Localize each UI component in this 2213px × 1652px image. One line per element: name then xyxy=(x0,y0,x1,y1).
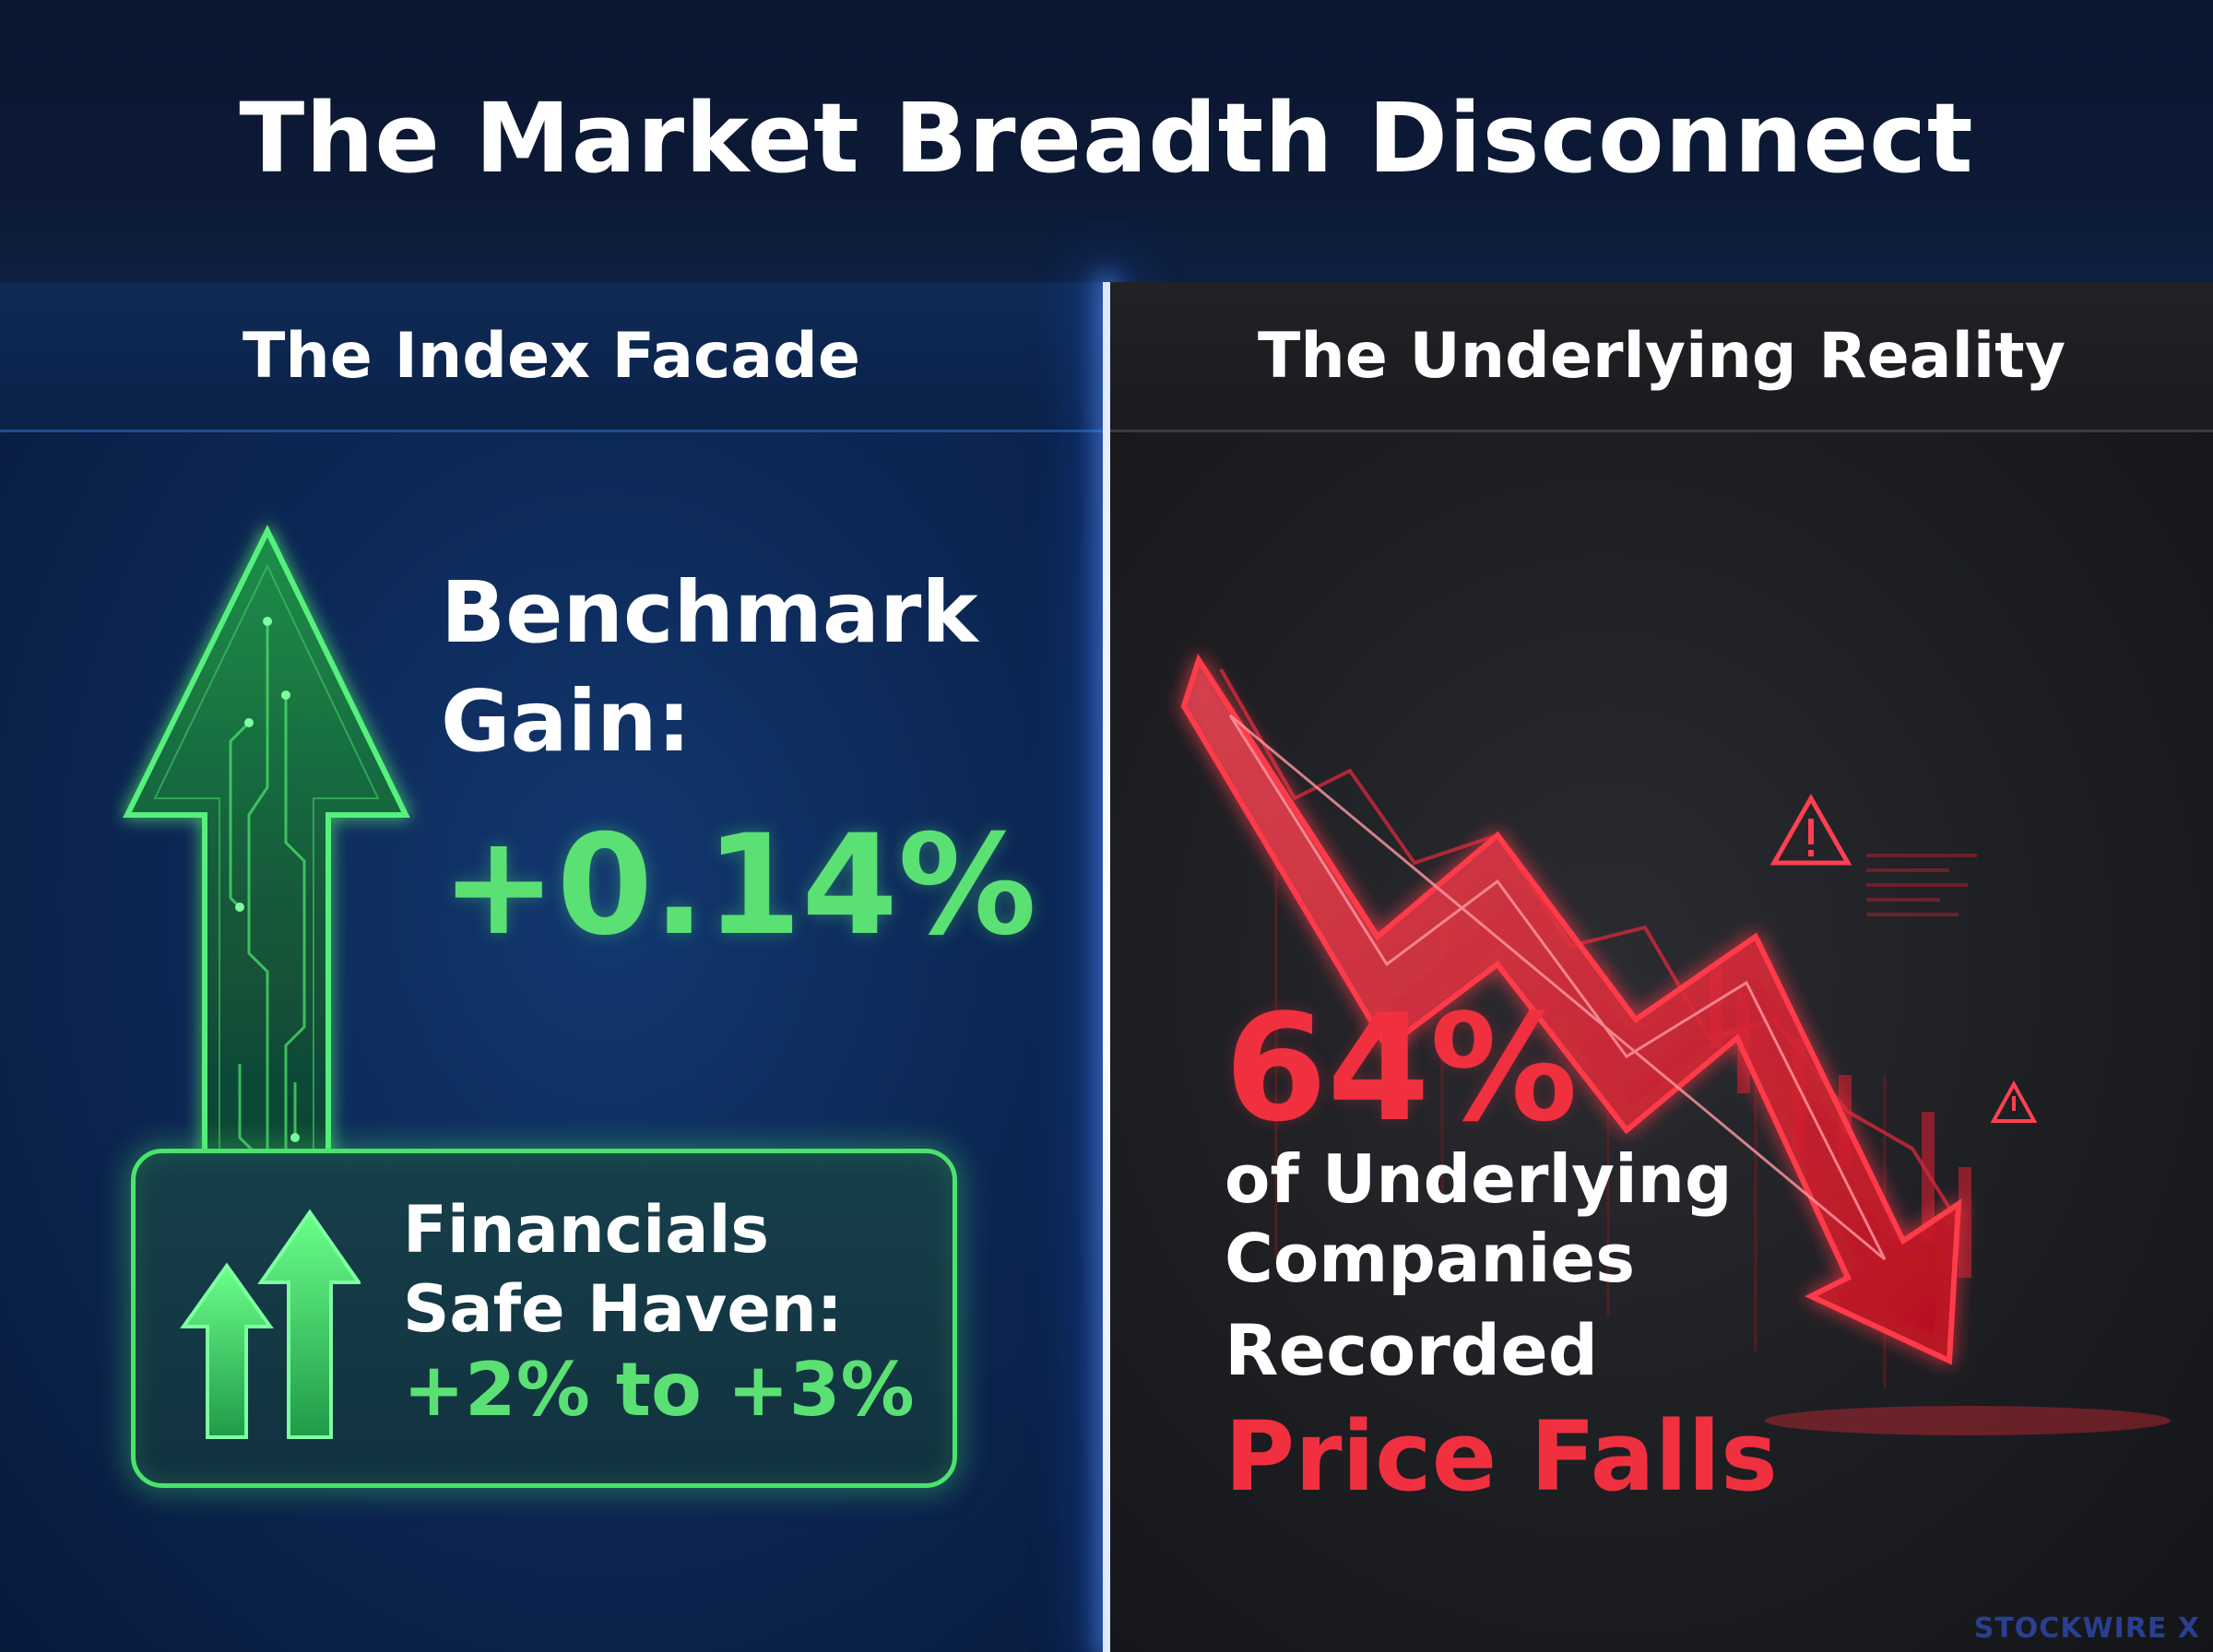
circuit-up-arrow-icon xyxy=(123,525,410,1251)
benchmark-label-line2: Gain: xyxy=(441,672,692,771)
benchmark-label-line1: Benchmark xyxy=(441,563,978,662)
brand-watermark: STOCKWIRE X xyxy=(1973,1612,2200,1645)
decliners-label-line2: Companies xyxy=(1225,1220,1636,1297)
financials-label-line1: Financials xyxy=(403,1192,770,1268)
index-facade-heading: The Index Facade xyxy=(0,282,1103,432)
warning-triangle-icon xyxy=(1769,793,1852,866)
recorded-label: Recorded xyxy=(1225,1309,1599,1391)
decliners-percentage: 64% xyxy=(1225,982,1578,1154)
price-falls-label: Price Falls xyxy=(1225,1400,1778,1513)
underlying-reality-panel: The Underlying Reality xyxy=(1110,282,2213,1652)
page-title: The Market Breadth Disconnect xyxy=(239,82,1974,195)
panel-divider xyxy=(1103,282,1110,1652)
index-facade-panel: The Index Facade xyxy=(0,282,1103,1652)
double-up-arrow-icon xyxy=(180,1209,361,1439)
header: The Market Breadth Disconnect xyxy=(0,0,2213,282)
financials-value: +2% to +3% xyxy=(403,1347,915,1433)
warning-triangle-icon xyxy=(1990,1080,2038,1123)
underlying-reality-heading: The Underlying Reality xyxy=(1110,282,2213,432)
benchmark-label: Benchmark Gain: xyxy=(441,559,978,776)
financials-label: Financials Safe Haven: xyxy=(403,1190,843,1349)
falling-trend-arrow-icon xyxy=(1180,654,2171,1435)
benchmark-value: +0.14% xyxy=(441,806,1037,966)
financials-box: Financials Safe Haven: +2% to +3% xyxy=(131,1149,957,1488)
decliners-label-line1: of Underlying xyxy=(1225,1140,1733,1218)
financials-label-line2: Safe Haven: xyxy=(403,1271,843,1347)
decliners-label: of Underlying Companies xyxy=(1225,1139,1733,1298)
